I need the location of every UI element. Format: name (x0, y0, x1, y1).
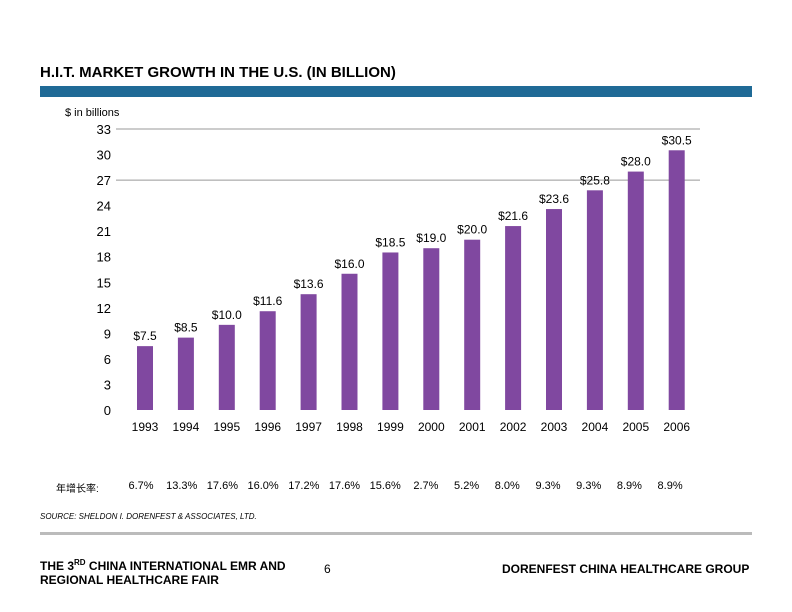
x-tick-label: 1994 (173, 420, 200, 434)
bar-2002 (505, 226, 522, 410)
data-label: $19.0 (416, 231, 446, 245)
y-tick-label: 18 (97, 250, 111, 265)
growth-rate-value: 9.3% (535, 480, 561, 492)
growth-rate-label: 年增长率: (56, 484, 99, 495)
x-tick-label: 2000 (418, 420, 445, 434)
growth-rate-value: 2.7% (413, 480, 439, 492)
data-label: $30.5 (662, 133, 692, 147)
data-label: $8.5 (174, 321, 198, 335)
footer-event-sup: RD (74, 558, 86, 567)
page-number: 6 (324, 562, 331, 576)
footer-company: DORENFEST CHINA HEALTHCARE GROUP (502, 562, 750, 576)
growth-rate-value: 6.7% (128, 480, 154, 492)
x-tick-label: 2006 (663, 420, 690, 434)
data-label: $20.0 (457, 223, 487, 237)
x-tick-label: 1997 (295, 420, 322, 434)
growth-rate-value: 8.9% (616, 480, 642, 492)
growth-rate-value: 8.9% (657, 480, 683, 492)
growth-rate-value: 9.3% (576, 480, 602, 492)
growth-rate-value: 8.0% (494, 480, 520, 492)
y-tick-label: 0 (104, 403, 111, 418)
x-tick-label: 1999 (377, 420, 404, 434)
footer-event-line2: REGIONAL HEALTHCARE FAIR (40, 573, 219, 587)
y-tick-label: 33 (97, 122, 111, 137)
y-tick-label: 27 (97, 173, 111, 188)
x-tick-label: 2004 (582, 420, 609, 434)
footer-event-name: THE 3RD CHINA INTERNATIONAL EMR AND REGI… (40, 556, 286, 587)
y-tick-label: 21 (97, 224, 111, 239)
growth-rate-value: 16.0% (247, 480, 279, 492)
bar-1998 (341, 273, 358, 410)
bar-1994 (177, 337, 194, 410)
bar-1996 (259, 311, 276, 410)
growth-rate-value: 17.6% (206, 480, 238, 492)
bar-1995 (218, 324, 235, 410)
x-tick-label: 1996 (254, 420, 281, 434)
footer-divider (40, 532, 752, 535)
bar-2001 (464, 239, 481, 410)
title-band (40, 86, 752, 97)
x-tick-label: 1998 (336, 420, 363, 434)
slide-title: H.I.T. MARKET GROWTH IN THE U.S. (IN BIL… (40, 64, 396, 81)
x-tick-label: 2001 (459, 420, 486, 434)
y-tick-label: 30 (97, 148, 111, 163)
footer-event-text: THE 3 (40, 559, 75, 573)
y-tick-label: 6 (104, 352, 111, 367)
bar-2006 (668, 150, 685, 410)
bar-2005 (627, 171, 644, 410)
growth-rate-value: 15.6% (369, 480, 401, 492)
y-tick-label: 3 (104, 377, 111, 392)
y-axis-unit-label: $ in billions (65, 107, 120, 119)
bar-2004 (586, 190, 603, 410)
y-tick-label: 12 (97, 301, 111, 316)
data-label: $18.5 (375, 235, 405, 249)
y-tick-label: 9 (104, 326, 111, 341)
bar-1997 (300, 294, 317, 410)
data-label: $11.6 (253, 294, 282, 308)
bar-2000 (423, 248, 440, 410)
data-label: $10.0 (212, 308, 242, 322)
y-tick-label: 24 (97, 199, 111, 214)
x-tick-label: 2002 (500, 420, 527, 434)
bar-2003 (546, 209, 562, 410)
growth-rate-value: 17.2% (288, 480, 320, 492)
data-label: $7.5 (133, 329, 157, 343)
data-label: $21.6 (498, 209, 528, 223)
y-tick-label: 15 (97, 275, 111, 290)
data-label: $13.6 (294, 277, 324, 291)
growth-rate-value: 13.3% (166, 480, 198, 492)
growth-rate-value: 17.6% (328, 480, 361, 492)
x-tick-label: 2005 (622, 420, 649, 434)
source-note: SOURCE: SHELDON I. DORENFEST & ASSOCIATE… (40, 512, 257, 521)
growth-rate-value: 5.2% (454, 480, 480, 492)
x-tick-label: 1995 (213, 420, 240, 434)
x-tick-label: 2003 (541, 420, 568, 434)
data-label: $25.8 (580, 173, 610, 187)
bar-1993 (137, 346, 153, 410)
x-tick-label: 1993 (132, 420, 159, 434)
data-label: $16.0 (334, 257, 364, 271)
bar-1999 (382, 252, 399, 410)
footer-event-text-2: CHINA INTERNATIONAL EMR AND (85, 559, 286, 573)
data-label: $28.0 (621, 155, 651, 169)
data-label: $23.6 (539, 192, 569, 206)
